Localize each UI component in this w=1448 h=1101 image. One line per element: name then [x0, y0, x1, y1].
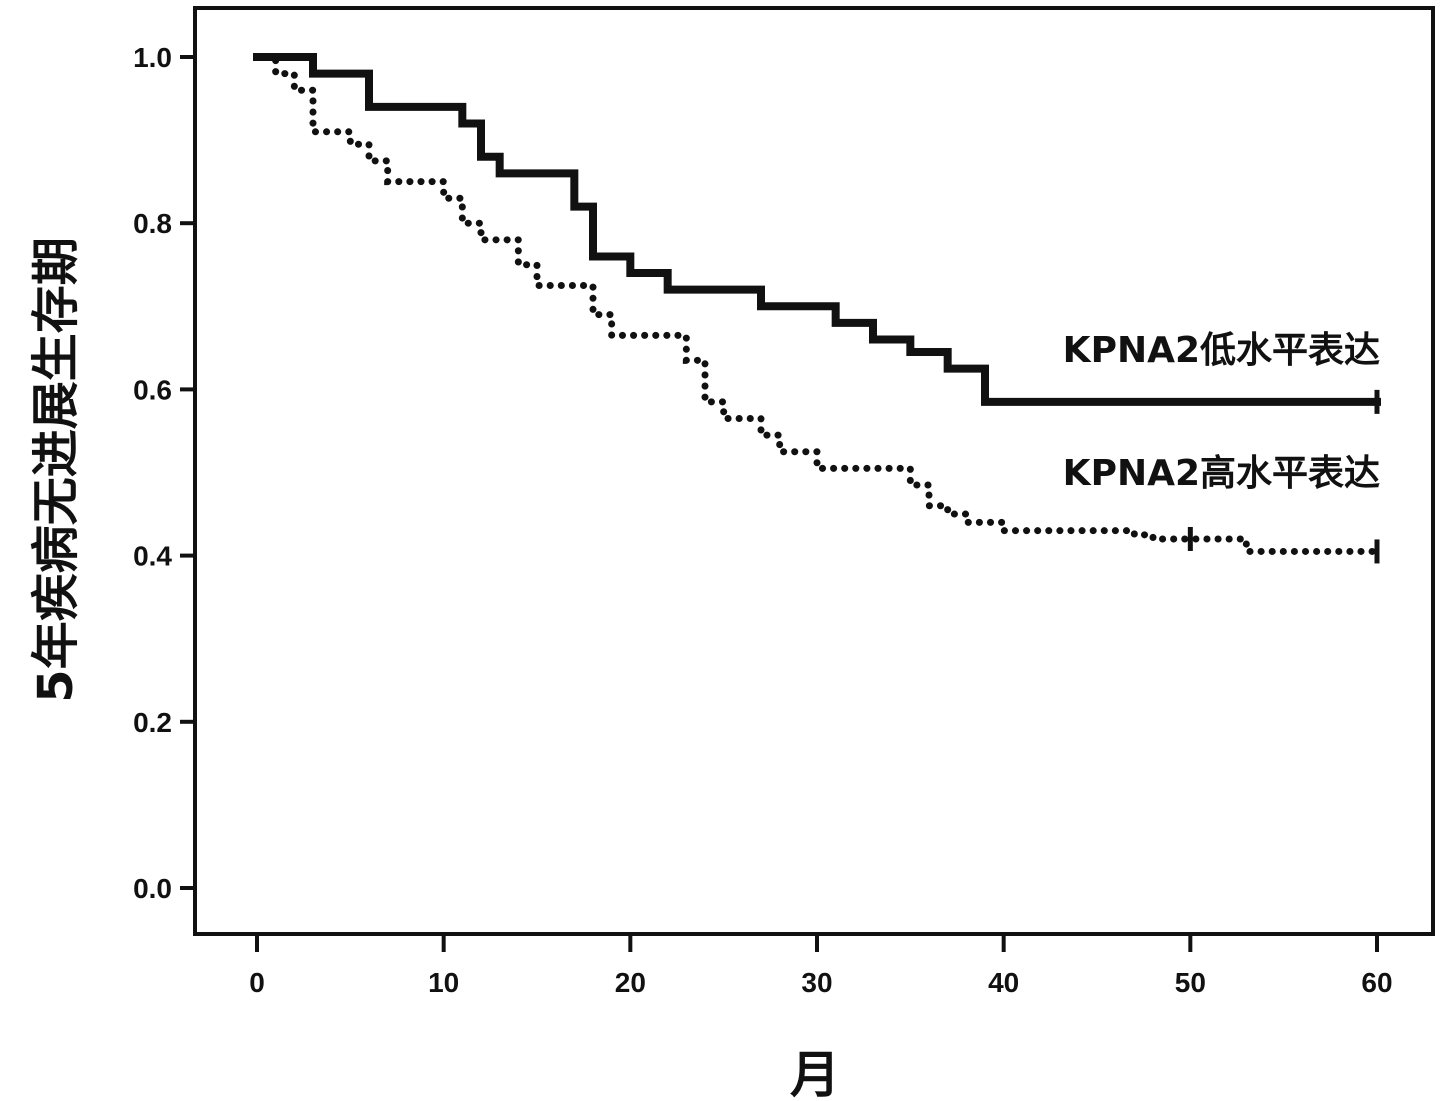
x-tick-label: 30 [801, 967, 832, 998]
x-tick-label: 50 [1175, 967, 1206, 998]
y-tick-label: 0.6 [133, 374, 172, 405]
x-axis-title: 月 [790, 1046, 840, 1101]
x-tick-label: 0 [249, 967, 265, 998]
series-line-0 [253, 53, 1381, 406]
y-tick-label: 0.2 [133, 707, 172, 738]
y-tick-label: 0.4 [133, 541, 172, 572]
x-tick-label: 20 [615, 967, 646, 998]
series-label-high: KPNA2高水平表达 [1063, 453, 1380, 494]
y-axis-title: 5年疾病无进展生存期 [28, 237, 84, 702]
y-axis: 0.0 0.2 0.4 0.6 0.8 1.0 [133, 42, 195, 904]
x-tick-label: 40 [988, 967, 1019, 998]
plot-frame [193, 6, 1435, 936]
series-label-low: KPNA2低水平表达 [1063, 330, 1380, 371]
series-line-1 [253, 53, 1381, 555]
x-tick-label: 60 [1361, 967, 1392, 998]
y-tick-label: 0.0 [133, 873, 172, 904]
series-layer [253, 53, 1381, 564]
x-axis: 0 10 20 30 40 50 60 [249, 934, 1393, 998]
y-tick-label: 1.0 [133, 42, 172, 73]
x-tick-label: 10 [428, 967, 459, 998]
y-tick-label: 0.8 [133, 208, 172, 239]
